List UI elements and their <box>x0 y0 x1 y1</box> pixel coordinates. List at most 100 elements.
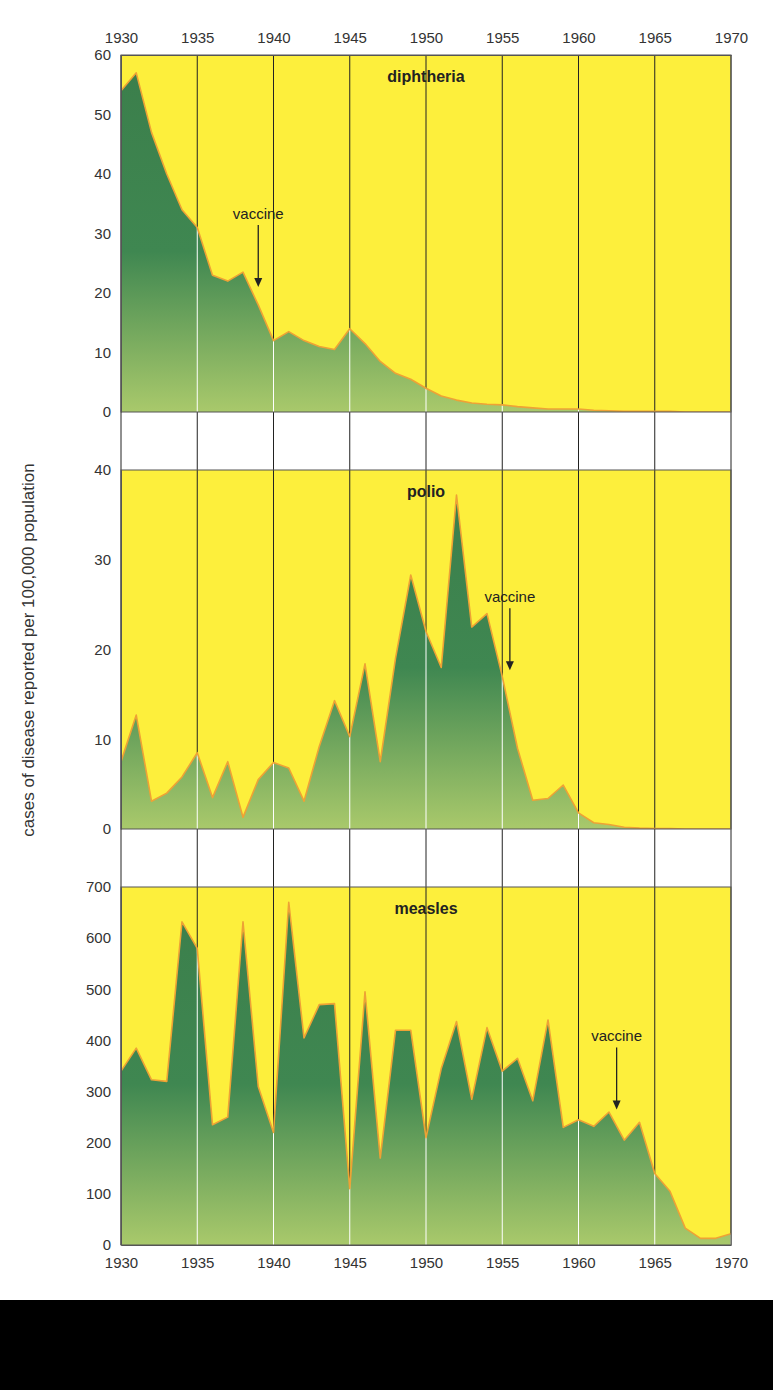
grid-line <box>426 887 427 1245</box>
grid-line <box>349 55 350 412</box>
annotation: vaccine <box>591 1027 642 1109</box>
annotation-arrow <box>258 225 259 280</box>
x-axis: 193019351940194519501955196019651970 <box>105 29 748 56</box>
tick: 1935 <box>181 29 214 55</box>
tick: 400 <box>86 1032 121 1049</box>
grid-line <box>654 55 655 412</box>
grid-line <box>197 887 198 1245</box>
tick: 1935 <box>181 1245 214 1271</box>
grid-line <box>121 412 122 470</box>
tick: 1970 <box>715 29 748 55</box>
grid-line <box>349 470 350 829</box>
plot-background <box>121 887 731 1245</box>
y-axis: 0100200300400500600700 <box>86 878 122 1253</box>
grid-line <box>426 470 427 829</box>
grid-line <box>273 55 274 412</box>
tick: 1970 <box>715 1245 748 1271</box>
panel-title: polio <box>407 483 445 500</box>
chart-root: 0102030405060193019351940194519501955196… <box>0 0 773 1390</box>
annotation-text: vaccine <box>484 588 535 605</box>
grid-line <box>578 887 579 1245</box>
marks <box>121 55 731 412</box>
panel-title: measles <box>394 900 457 917</box>
tick-label: 50 <box>94 106 111 123</box>
annotation-text: vaccine <box>233 205 284 222</box>
tick: 500 <box>86 981 121 998</box>
tick: 20 <box>94 641 121 658</box>
tick-label: 10 <box>94 344 111 361</box>
grid-line <box>273 412 274 470</box>
grid-line <box>502 887 503 1245</box>
tick-label: 1930 <box>105 1254 138 1271</box>
grid-line <box>273 887 274 1245</box>
y-axis: 0 10 20 30 40 <box>94 461 121 837</box>
grid-line <box>349 470 350 829</box>
grid-line <box>273 470 274 829</box>
plot-frame <box>121 470 731 829</box>
tick-label: 700 <box>86 878 111 895</box>
tick-label: 1945 <box>334 1254 367 1271</box>
annotation-arrow <box>616 1047 617 1102</box>
x-axis: 193019351940194519501955196019651970 <box>105 1245 748 1271</box>
grid-line <box>197 470 198 829</box>
tick-label: 0 <box>103 820 111 837</box>
annotation-arrowhead <box>254 278 262 287</box>
y-axis: 0102030405060 <box>94 46 121 420</box>
tick-label: 1940 <box>257 1254 290 1271</box>
gap-grid <box>121 829 731 887</box>
tick: 1940 <box>257 1245 290 1271</box>
tick: 20 <box>94 284 121 301</box>
axis-line <box>122 55 732 56</box>
grid-line <box>197 412 198 470</box>
area <box>121 73 731 412</box>
tick-label: 10 <box>94 731 111 748</box>
plot-background <box>121 55 731 412</box>
tick: 1965 <box>639 29 672 55</box>
tick: 30 <box>94 551 121 568</box>
tick: 40 <box>94 461 121 478</box>
grid-line <box>578 470 579 829</box>
grid-line <box>731 412 732 470</box>
grid-line <box>273 829 274 887</box>
grid-line <box>426 55 427 412</box>
tick: 300 <box>86 1083 121 1100</box>
grid-line <box>426 887 427 1245</box>
panel: 0100200300400500600700193019351940194519… <box>86 878 748 1270</box>
tick: 1940 <box>257 29 290 55</box>
tick: 1930 <box>105 29 138 55</box>
grid-line <box>578 887 579 1245</box>
grid-line <box>197 887 198 1245</box>
page-background <box>0 0 773 1390</box>
tick-label: 1960 <box>562 29 595 46</box>
tick-label: 0 <box>103 1236 111 1253</box>
tick-label: 20 <box>94 284 111 301</box>
grid-line <box>502 470 503 829</box>
annotation-arrowhead <box>613 1100 621 1109</box>
grid-line <box>121 829 122 887</box>
grid-line <box>502 829 503 887</box>
plot-frame <box>121 55 731 412</box>
tick: 1945 <box>334 1245 367 1271</box>
tick: 1955 <box>486 1245 519 1271</box>
tick-label: 200 <box>86 1134 111 1151</box>
tick: 50 <box>94 106 121 123</box>
grid-line <box>654 887 655 1245</box>
axis-line <box>122 1245 732 1246</box>
axis-line <box>121 471 122 830</box>
tick: 100 <box>86 1185 121 1202</box>
tick: 40 <box>94 165 121 182</box>
grid-line <box>349 412 350 470</box>
grid-line <box>197 55 198 412</box>
tick: 1960 <box>562 29 595 55</box>
grid-line <box>502 55 503 412</box>
grid-line <box>426 829 427 887</box>
tick: 1950 <box>410 1245 443 1271</box>
tick: 1945 <box>334 29 367 55</box>
marks <box>121 887 731 1245</box>
grid-line <box>197 55 198 412</box>
tick: 200 <box>86 1134 121 1151</box>
grid-line <box>349 829 350 887</box>
tick-label: 1950 <box>410 1254 443 1271</box>
tick-label: 60 <box>94 46 111 63</box>
tick-label: 1955 <box>486 1254 519 1271</box>
